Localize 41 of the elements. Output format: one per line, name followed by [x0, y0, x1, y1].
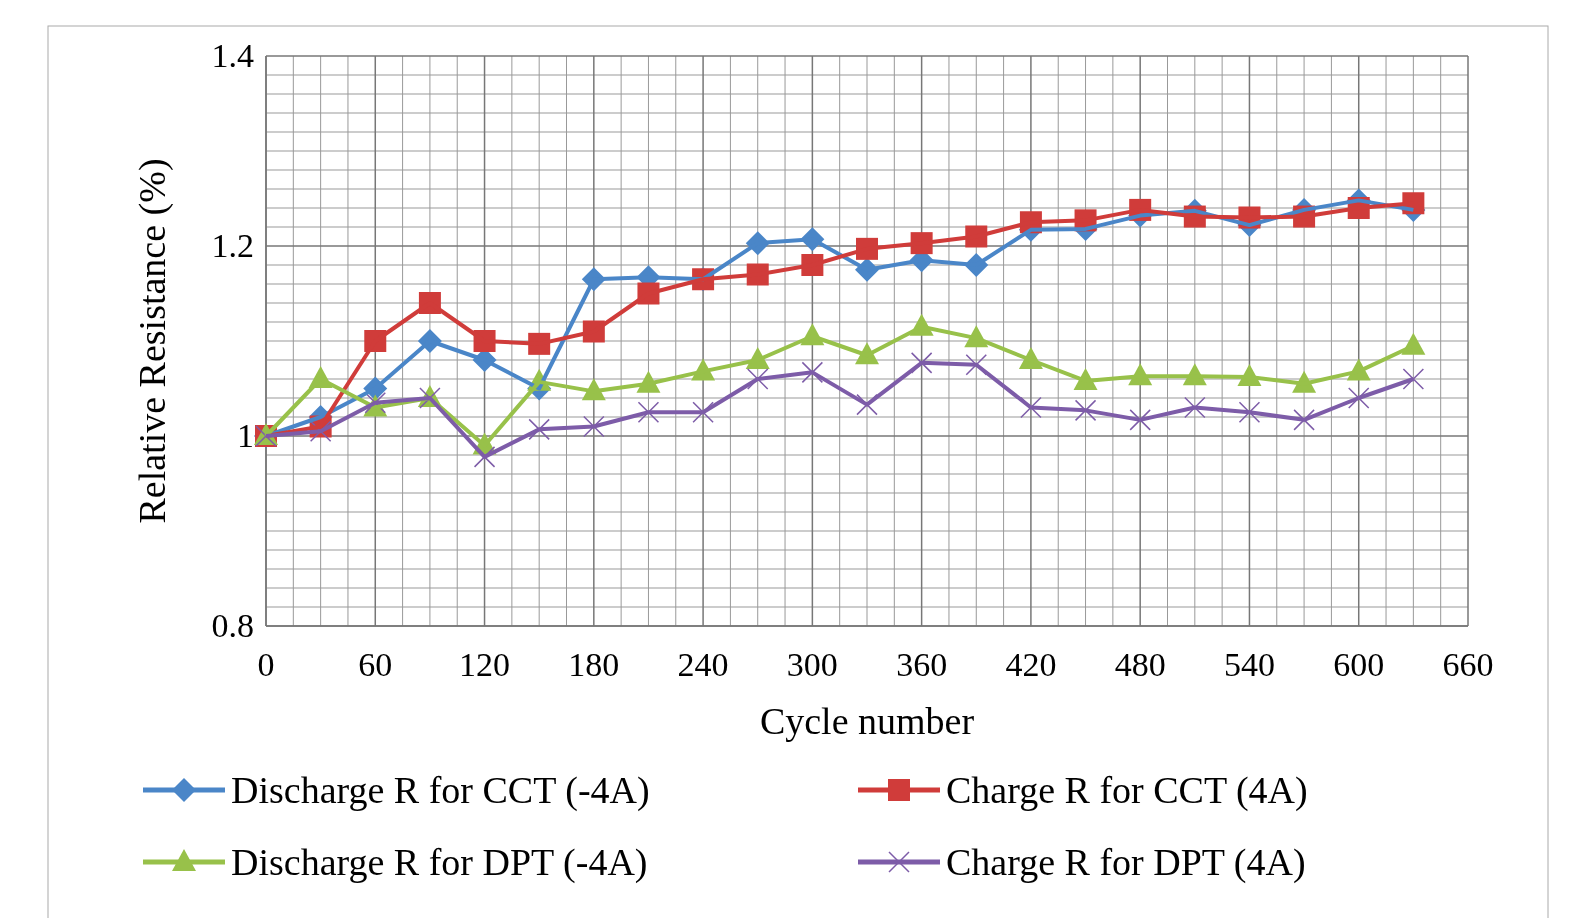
x-tick-label: 60	[358, 646, 393, 683]
point	[1020, 396, 1042, 419]
y-tick-label: 1	[237, 417, 254, 454]
x-tick-label: 600	[1333, 646, 1385, 683]
point	[1184, 396, 1206, 419]
y-tick-label: 1.2	[211, 227, 254, 264]
x-tick-label: 480	[1114, 646, 1166, 683]
y-axis-title: Relative Resistance (%)	[131, 158, 174, 524]
point	[801, 361, 824, 384]
point	[856, 393, 878, 416]
point	[473, 446, 496, 468]
x-tick-label: 360	[896, 646, 948, 683]
point	[1347, 387, 1370, 409]
x-tick-label: 240	[677, 646, 729, 683]
point	[910, 352, 933, 374]
legend-label: Discharge R for DPT (-4A)	[231, 841, 648, 884]
x-axis-title: Cycle number	[759, 700, 975, 742]
point	[528, 418, 550, 441]
point	[309, 420, 332, 442]
point	[692, 401, 714, 423]
x-tick-label: 120	[459, 646, 511, 683]
point	[1238, 401, 1261, 423]
legend-label: Charge R for DPT (4A)	[946, 841, 1306, 884]
point	[1402, 368, 1425, 390]
point	[965, 354, 988, 376]
point	[637, 401, 660, 423]
point	[1293, 409, 1315, 431]
legend-label: Charge R for CCT (4A)	[946, 769, 1308, 812]
x-tick-label: 0	[257, 646, 275, 683]
x-tick-label: 300	[786, 646, 838, 683]
x-tick-label: 420	[1005, 646, 1057, 683]
point	[583, 415, 605, 438]
legend-label: Discharge R for CCT (-4A)	[231, 769, 650, 812]
y-tick-label: 0.8	[211, 607, 254, 644]
x-tick-label: 180	[568, 646, 620, 683]
point	[746, 368, 769, 390]
x-tick-label: 540	[1223, 646, 1275, 683]
y-tick-label: 1.4	[211, 37, 254, 74]
x-tick-label: 660	[1442, 646, 1494, 683]
point	[1129, 409, 1151, 431]
point	[1074, 399, 1097, 422]
